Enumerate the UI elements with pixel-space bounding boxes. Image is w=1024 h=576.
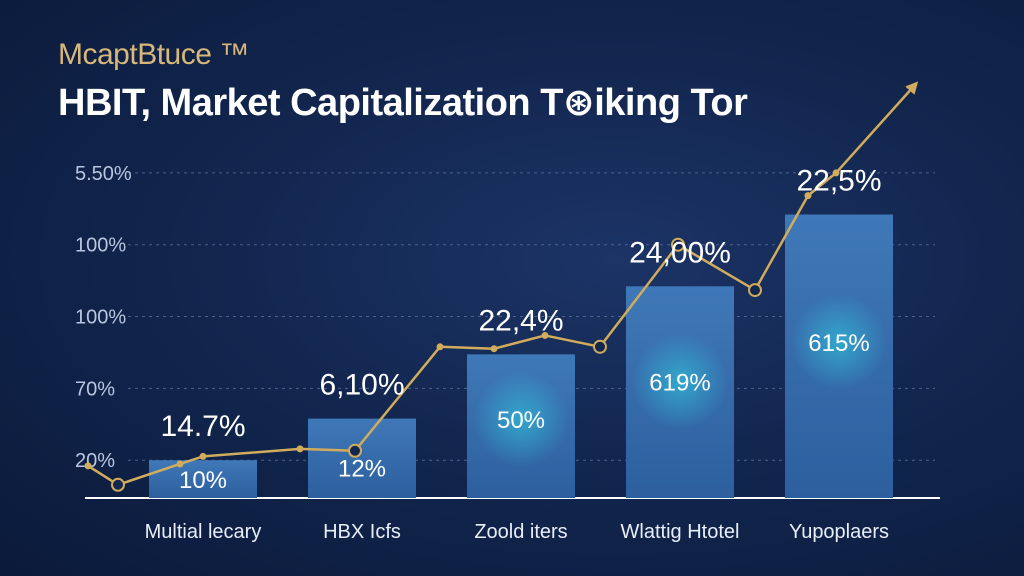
- trend-marker: [804, 192, 812, 200]
- bar-glow: [473, 370, 569, 467]
- trend-marker: [671, 237, 685, 252]
- x-tick-label: Wlattig Htotel: [621, 521, 740, 543]
- y-tick-label: 70%: [75, 378, 115, 400]
- trend-marker: [348, 443, 362, 458]
- bar-glow: [632, 333, 728, 430]
- x-tick-label: Yupoplaers: [789, 521, 889, 543]
- trend-marker: [176, 460, 184, 468]
- y-tick-label: 100%: [75, 307, 126, 329]
- bar-inner-label: 50%: [497, 407, 545, 434]
- x-tick-label: Zoold iters: [474, 521, 567, 543]
- bar-top-label: 22,5%: [796, 165, 881, 198]
- trend-marker: [199, 452, 207, 460]
- x-tick-label: Multial lecary: [145, 521, 262, 543]
- page-title: HBIT, Market Capitalization T⊛iking Tor: [58, 82, 748, 124]
- bar-inner-label: 10%: [179, 467, 227, 494]
- bar-inner-label: 619%: [649, 370, 710, 397]
- trend-marker: [490, 345, 498, 353]
- bar: [149, 460, 257, 498]
- trend-marker: [832, 169, 840, 177]
- trend-marker: [748, 283, 762, 298]
- trend-marker: [84, 462, 92, 470]
- y-tick-label: 5.50%: [75, 163, 132, 185]
- trend-marker: [541, 331, 549, 339]
- trend-marker: [593, 339, 607, 354]
- bar-glow: [791, 294, 887, 391]
- brand-name: McaptBtuce ™: [58, 38, 249, 71]
- x-tick-label: HBX Icfs: [323, 521, 401, 543]
- bar-top-label: 22,4%: [478, 304, 563, 337]
- bar: [308, 418, 416, 498]
- trend-marker: [436, 343, 444, 351]
- trend-marker: [296, 445, 304, 453]
- trend-marker: [111, 477, 125, 492]
- bar-inner-label: 615%: [808, 330, 869, 357]
- y-tick-label: 100%: [75, 235, 126, 257]
- bar-top-label: 24,00%: [629, 236, 731, 269]
- bar-inner-label: 12%: [338, 456, 386, 483]
- bar-top-label: 6,10%: [319, 369, 404, 402]
- bar-top-label: 14.7%: [160, 410, 245, 443]
